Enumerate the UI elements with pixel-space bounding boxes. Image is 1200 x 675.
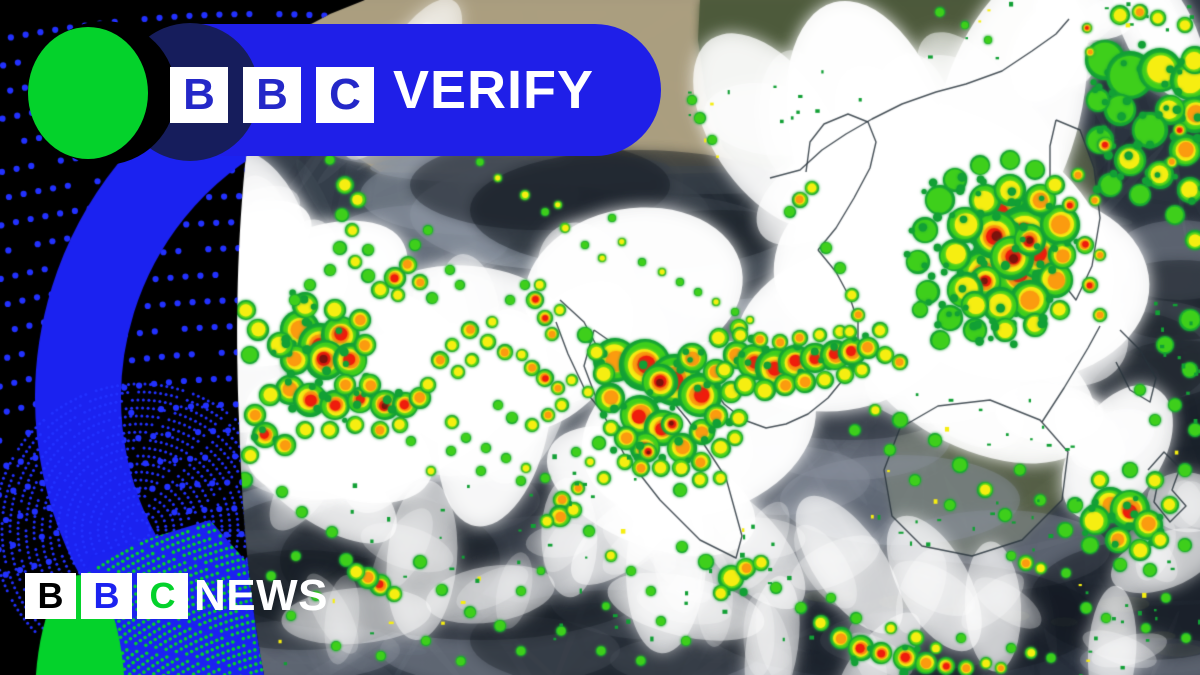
news-block-letter: C [149,575,176,616]
news-block-3: C [137,573,188,619]
bbc-block-letter: C [329,70,361,119]
bbc-block-letter: B [183,70,215,119]
green-circle [28,27,148,159]
news-block-letter: B [93,575,120,616]
bbc-block-1: B [170,67,228,123]
verify-wordmark: VERIFY [393,60,595,120]
news-block-letter: B [37,575,64,616]
news-block-1: B [25,573,76,619]
news-block-2: B [81,573,132,619]
news-wordmark: NEWS [194,571,328,620]
bbc-block-letter: B [256,70,288,119]
bbc-block-2: B [243,67,301,123]
bbc-block-3: C [316,67,374,123]
